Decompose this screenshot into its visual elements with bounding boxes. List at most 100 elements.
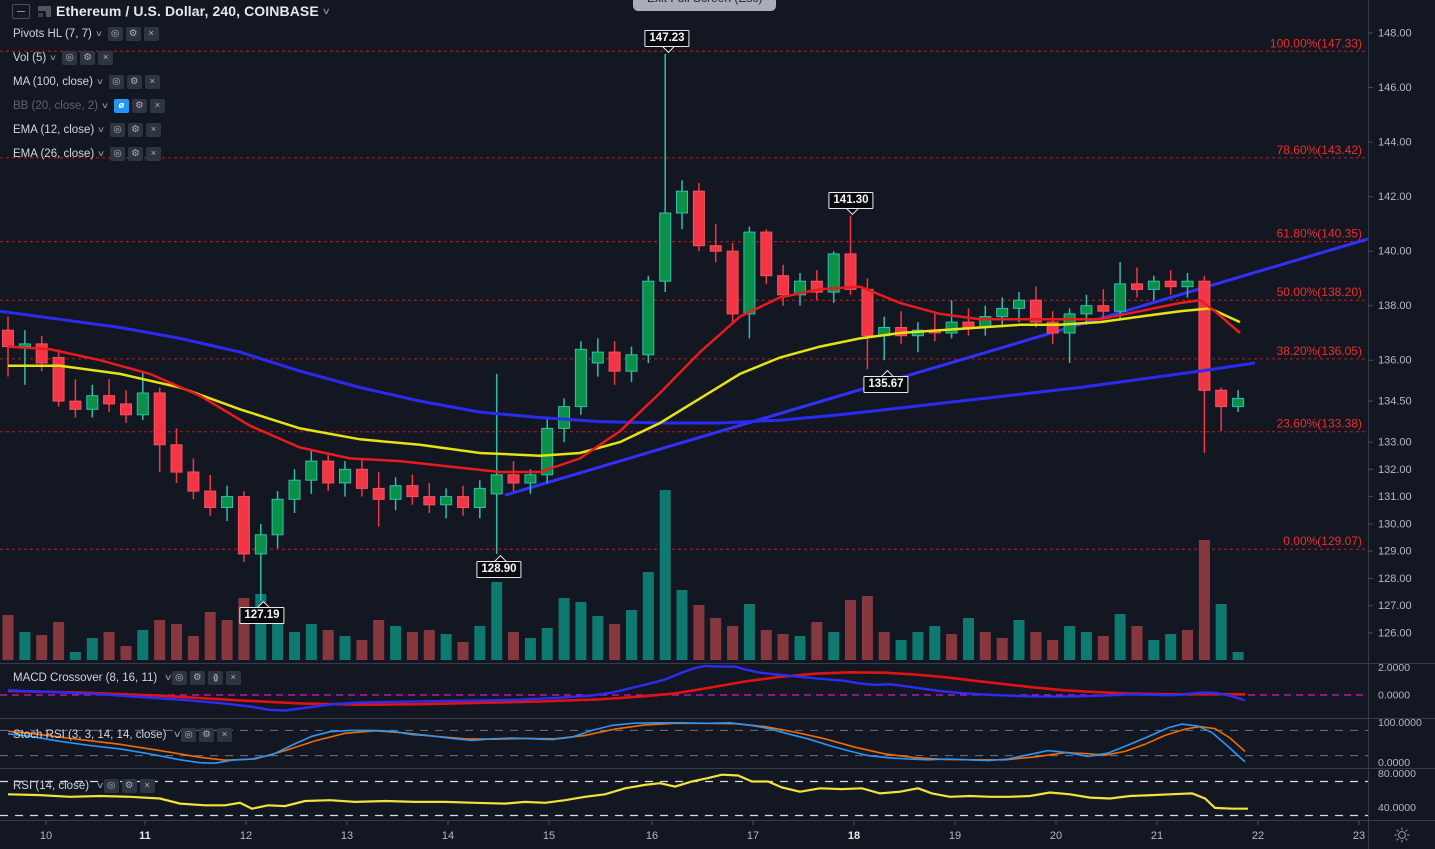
svg-text:129.00: 129.00	[1378, 546, 1412, 558]
visibility-toggle-button-hidden[interactable]: ø	[113, 98, 129, 113]
svg-text:2.0000: 2.0000	[1378, 662, 1410, 674]
chevron-down-icon: ∨	[49, 53, 58, 62]
chevron-down-icon: ∨	[97, 149, 106, 158]
visibility-toggle-button[interactable]: ◎	[110, 146, 126, 161]
chevron-down-icon: ∨	[95, 77, 104, 86]
macd-line	[7, 664, 1246, 712]
svg-text:140.00: 140.00	[1378, 246, 1412, 258]
source-code-button[interactable]: {}	[207, 670, 223, 685]
symbol-logo-icon	[38, 5, 51, 18]
svg-text:61.80%(140.35): 61.80%(140.35)	[1277, 227, 1362, 241]
svg-text:18: 18	[848, 830, 860, 842]
visibility-toggle-button[interactable]: ◎	[107, 26, 123, 41]
chevron-down-icon[interactable]: ∨	[321, 5, 331, 16]
indicator-label: MACD Crossover (8, 16, 11)	[13, 671, 158, 684]
symbol-title[interactable]: Ethereum / U.S. Dollar, 240, COINBASE	[56, 3, 319, 19]
axis-settings-corner[interactable]	[1369, 821, 1435, 849]
settings-button[interactable]: ⚙	[80, 50, 96, 65]
settings-button[interactable]: ⚙	[131, 98, 147, 113]
indicator-label: EMA (26, close)	[13, 147, 95, 160]
visibility-toggle-button[interactable]: ◎	[181, 727, 197, 742]
pivot-price-label: 127.19	[239, 600, 285, 624]
trendline	[504, 237, 1368, 497]
pivot-label-text: 135.67	[863, 376, 909, 393]
svg-text:0.0000: 0.0000	[1378, 690, 1410, 702]
settings-button[interactable]: ⚙	[121, 778, 137, 793]
svg-text:20: 20	[1050, 830, 1062, 842]
minus-icon	[17, 10, 25, 12]
settings-button[interactable]: ⚙	[125, 26, 141, 41]
indicator-row-ema26[interactable]: EMA (26, close) ∨ ◎ ⚙ ×	[13, 146, 164, 161]
remove-button[interactable]: ×	[139, 778, 155, 793]
chevron-down-icon: ∨	[94, 29, 103, 38]
indicator-row-ma[interactable]: MA (100, close) ∨ ◎ ⚙ ×	[13, 74, 163, 89]
svg-text:132.00: 132.00	[1378, 464, 1412, 476]
remove-button[interactable]: ×	[143, 26, 159, 41]
rsi-panel-legend[interactable]: RSI (14, close) ∨ ◎ ⚙ ×	[13, 778, 158, 793]
svg-text:100.00%(147.33): 100.00%(147.33)	[1270, 36, 1362, 50]
svg-text:148.00: 148.00	[1378, 28, 1412, 40]
svg-text:23: 23	[1353, 830, 1365, 842]
remove-button[interactable]: ×	[217, 727, 233, 742]
svg-text:17: 17	[747, 830, 759, 842]
visibility-toggle-button[interactable]: ◎	[110, 122, 126, 137]
stoch-rsi-panel-legend[interactable]: Stoch RSI (3, 3, 14, 14, close) ∨ ◎ ⚙ ×	[13, 727, 235, 742]
ema26-line	[8, 307, 1241, 457]
price-axis: 148.00 146.00 144.00 142.00 140.00 138.00 136.…	[1368, 28, 1412, 639]
svg-text:136.00: 136.00	[1378, 355, 1412, 367]
svg-text:133.00: 133.00	[1378, 437, 1412, 449]
svg-text:10: 10	[40, 830, 52, 842]
indicator-label: Stoch RSI (3, 3, 14, 14, close)	[13, 728, 167, 741]
settings-button[interactable]: ⚙	[126, 74, 142, 89]
indicator-row-bb[interactable]: BB (20, close, 2) ∨ ø ⚙ ×	[13, 98, 168, 113]
svg-text:13: 13	[341, 830, 353, 842]
indicator-label: Vol (5)	[13, 51, 47, 64]
settings-button[interactable]: ⚙	[199, 727, 215, 742]
settings-button[interactable]: ⚙	[128, 122, 144, 137]
svg-text:19: 19	[949, 830, 961, 842]
macd-panel-legend[interactable]: MACD Crossover (8, 16, 11) ∨ ◎ ⚙ {} ×	[13, 670, 244, 685]
chevron-down-icon: ∨	[163, 672, 174, 682]
remove-button[interactable]: ×	[144, 74, 160, 89]
time-axis: 10 11 12 13 14 15 16 17 18 19 20 21 22 23	[40, 821, 1365, 842]
indicator-row-pivots-hl[interactable]: Pivots HL (7, 7) ∨ ◎ ⚙ ×	[13, 26, 162, 41]
visibility-toggle-button[interactable]: ◎	[171, 670, 187, 685]
svg-text:128.00: 128.00	[1378, 573, 1412, 585]
stoch-k-line	[7, 721, 1246, 765]
macd-signal-line	[7, 670, 1246, 707]
visibility-toggle-button[interactable]: ◎	[103, 778, 119, 793]
candles	[2, 54, 1245, 601]
remove-button[interactable]: ×	[146, 146, 162, 161]
indicator-row-vol[interactable]: Vol (5) ∨ ◎ ⚙ ×	[13, 50, 116, 65]
pivot-label-text: 147.23	[644, 30, 690, 47]
remove-button[interactable]: ×	[98, 50, 114, 65]
chart-header: Ethereum / U.S. Dollar, 240, COINBASE ∨	[12, 2, 331, 20]
indicator-label: BB (20, close, 2)	[13, 99, 99, 112]
settings-button[interactable]: ⚙	[128, 146, 144, 161]
pivot-label-text: 127.19	[239, 607, 285, 624]
svg-text:138.00: 138.00	[1378, 300, 1412, 312]
remove-button[interactable]: ×	[149, 98, 165, 113]
pivot-price-label: 141.30	[828, 192, 874, 216]
svg-text:50.00%(138.20): 50.00%(138.20)	[1277, 285, 1362, 299]
remove-button[interactable]: ×	[225, 670, 241, 685]
settings-button[interactable]: ⚙	[189, 670, 205, 685]
svg-text:21: 21	[1151, 830, 1163, 842]
svg-text:40.0000: 40.0000	[1378, 802, 1416, 814]
indicator-row-ema12[interactable]: EMA (12, close) ∨ ◎ ⚙ ×	[13, 122, 164, 137]
fib-retracement: 100.00%(147.33) 78.60%(143.42) 61.80%(140.…	[0, 36, 1368, 550]
svg-text:144.00: 144.00	[1378, 137, 1412, 149]
svg-text:22: 22	[1252, 830, 1264, 842]
collapse-panel-button[interactable]	[12, 3, 30, 19]
svg-text:127.00: 127.00	[1378, 600, 1412, 612]
exit-fullscreen-button[interactable]: Exit Full Screen (Esc)	[633, 0, 777, 11]
pivot-label-text: 128.90	[476, 561, 522, 578]
visibility-toggle-button[interactable]: ◎	[62, 50, 78, 65]
remove-button[interactable]: ×	[146, 122, 162, 137]
svg-text:130.00: 130.00	[1378, 518, 1412, 530]
ema12-line	[7, 285, 1241, 474]
visibility-toggle-button[interactable]: ◎	[108, 74, 124, 89]
svg-text:16: 16	[646, 830, 658, 842]
